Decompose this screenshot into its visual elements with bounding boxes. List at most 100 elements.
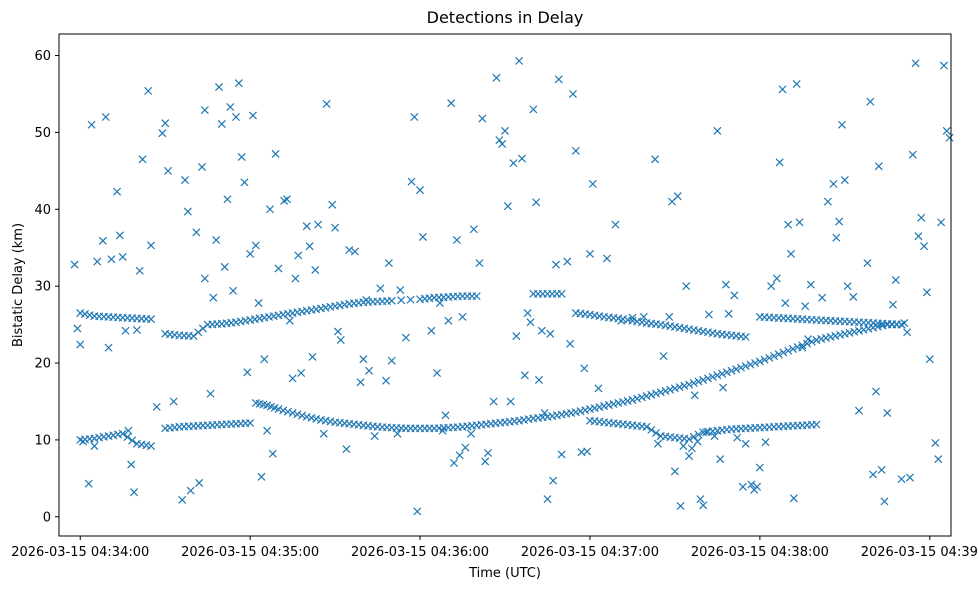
detection-marker	[322, 99, 331, 108]
detection-marker	[509, 159, 518, 168]
x-tick-label: 2026-03-15 04:34:00	[11, 545, 149, 560]
detection-marker	[98, 236, 107, 245]
detection-marker	[546, 329, 555, 338]
x-tick-label: 2026-03-15 04:36:00	[351, 545, 489, 560]
detection-marker	[751, 359, 760, 368]
detection-marker	[590, 404, 599, 413]
detection-marker	[689, 378, 698, 388]
detection-marker	[251, 241, 260, 250]
detection-marker	[600, 402, 609, 411]
detection-marker	[435, 299, 444, 308]
detection-marker	[498, 139, 507, 148]
detection-marker	[90, 442, 99, 451]
detection-marker	[291, 274, 300, 283]
detection-marker	[703, 374, 712, 383]
detection-marker	[765, 353, 774, 362]
detection-marker	[523, 309, 532, 318]
detection-marker	[682, 282, 691, 291]
detection-marker	[583, 447, 592, 456]
detection-marker	[549, 476, 558, 485]
detection-marker	[687, 444, 696, 453]
detection-marker	[637, 393, 646, 402]
detection-marker	[274, 405, 283, 414]
detection-marker	[719, 383, 728, 392]
detection-marker	[812, 335, 821, 344]
detection-marker	[495, 136, 504, 145]
detection-marker	[836, 330, 845, 339]
detection-marker	[628, 395, 637, 404]
detection-marker	[115, 231, 124, 240]
x-axis: 2026-03-15 04:34:00 2026-03-15 04:35:00 20…	[11, 536, 979, 560]
detection-marker	[214, 83, 224, 92]
detection-marker	[931, 438, 940, 448]
detection-marker	[767, 282, 776, 291]
detection-marker	[243, 368, 252, 377]
detection-marker	[617, 316, 626, 325]
detection-marker	[532, 198, 541, 207]
detection-marker	[611, 220, 620, 229]
detection-marker	[874, 162, 883, 171]
detection-marker	[308, 352, 317, 361]
detection-marker	[87, 120, 96, 129]
detection-marker	[803, 335, 813, 344]
detection-marker	[724, 309, 733, 318]
detection-marker	[240, 178, 249, 187]
detection-marker	[775, 158, 784, 167]
detection-marker	[807, 337, 816, 346]
detection-marker	[741, 362, 750, 371]
detection-marker	[113, 187, 122, 196]
detection-marker	[543, 495, 552, 504]
detection-marker	[652, 428, 661, 438]
detection-marker	[693, 437, 702, 446]
y-axis-label: Bistatic Delay (km)	[11, 223, 26, 347]
detection-marker	[673, 192, 682, 201]
detection-marker	[551, 260, 560, 269]
detection-marker	[755, 357, 764, 366]
detection-marker	[84, 479, 93, 488]
detection-marker	[359, 355, 368, 364]
detection-marker	[407, 177, 416, 186]
detection-marker	[647, 390, 656, 399]
detection-marker	[271, 149, 280, 158]
detection-marker	[732, 365, 741, 374]
detection-marker	[845, 328, 854, 337]
detection-marker	[722, 368, 731, 377]
detection-marker	[118, 429, 127, 438]
detection-marker	[835, 217, 844, 226]
detection-marker	[623, 396, 632, 405]
detection-marker	[713, 371, 722, 380]
detection-marker	[147, 241, 156, 250]
detection-marker	[331, 223, 340, 232]
detection-marker	[801, 302, 810, 311]
detection-marker	[517, 154, 527, 163]
detection-marker	[342, 445, 351, 454]
detection-marker	[806, 280, 815, 289]
detection-marker	[566, 339, 575, 348]
detection-marker	[268, 449, 277, 458]
detection-marker	[823, 197, 832, 206]
detection-marker	[713, 126, 722, 135]
detection-marker	[294, 251, 303, 260]
detection-marker	[472, 292, 481, 301]
detection-marker	[818, 293, 827, 302]
x-tick-label: 2026-03-15 04:38:00	[691, 545, 829, 560]
detection-marker	[850, 327, 859, 336]
detection-marker	[911, 59, 920, 68]
detection-marker	[741, 439, 750, 448]
detection-marker	[665, 312, 674, 321]
detection-marker	[282, 195, 291, 204]
detection-marker	[319, 429, 328, 438]
detection-marker	[832, 233, 841, 242]
detection-marker	[85, 311, 94, 320]
detection-marker	[441, 411, 450, 420]
detection-marker	[293, 410, 302, 419]
detection-marker	[854, 406, 863, 415]
detection-marker	[362, 295, 371, 305]
detection-marker	[333, 327, 342, 336]
detection-marker	[254, 299, 263, 308]
detection-marker	[925, 355, 934, 364]
detection-marker	[135, 266, 144, 275]
detection-marker	[651, 155, 660, 164]
detection-marker	[609, 400, 618, 409]
detection-marker	[733, 433, 742, 442]
